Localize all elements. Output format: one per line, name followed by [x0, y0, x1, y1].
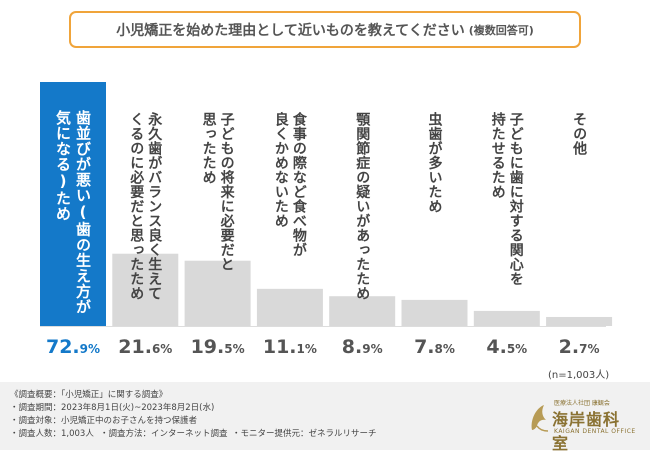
bar-label-1: 永久歯がバランス良く生えて くるのに必要だと思ったため [128, 112, 163, 301]
survey-method: ・調査方法：インターネット調査 [100, 429, 228, 439]
value-int-3: 11. [262, 336, 297, 358]
value-label-4: 8.9% [323, 336, 401, 358]
sample-size-note: (n=1,003人) [548, 370, 610, 381]
chart-baseline [40, 326, 606, 327]
survey-target: ・調査対象：小児矯正中のお子さんを持つ保護者 [10, 416, 198, 426]
bar-chart [40, 82, 613, 326]
value-label-0: 72.9% [34, 336, 112, 358]
bar-label-0: 歯並びが悪い(歯の生え方が 気になる)ため [54, 110, 92, 315]
bar-4 [329, 296, 396, 326]
bar-2 [184, 260, 251, 326]
bar-label-2: 子どもの将来に必要だと 思ったため [200, 112, 235, 272]
bar-label-7: その他 [571, 112, 588, 156]
value-int-4: 8. [341, 336, 363, 358]
value-label-3: 11.1% [251, 336, 329, 358]
value-dec-0: 9% [79, 342, 101, 356]
bar-1 [112, 253, 179, 326]
bar-7 [546, 316, 613, 326]
value-int-0: 72. [45, 336, 80, 358]
value-dec-1: 6% [151, 342, 173, 356]
clinic-name-en: KAIGAN DENTAL OFFICE [554, 428, 636, 435]
clinic-name: 海岸歯科室 [552, 410, 621, 453]
bar-6 [473, 310, 540, 326]
bar-label-6: 子どもに歯に対する関心を 持たせるため [489, 112, 524, 286]
value-label-5: 7.8% [396, 336, 474, 358]
value-dec-6: 5% [506, 342, 528, 356]
dolphin-icon [531, 405, 549, 432]
bar-3 [256, 288, 323, 326]
value-label-7: 2.7% [540, 336, 618, 358]
bar-label-3: 食事の際など食べ物が 良くかめないため [272, 112, 307, 257]
chart-title: 小児矯正を始めた理由として近いものを教えてください (複数回答可) [69, 11, 581, 48]
clinic-org: 医療法人社団 康観会 [554, 400, 610, 407]
bar-5 [401, 299, 468, 326]
chart-title-note: (複数回答可) [468, 23, 534, 37]
survey-provider: ・モニター提供元：ゼネラルリサーチ [232, 429, 377, 439]
clinic-logo: 医療法人社団 康観会 海岸歯科室 KAIGAN DENTAL OFFICE [506, 398, 636, 453]
survey-period: ・調査期間：2023年8月1日(火)~2023年8月2日(水) [10, 403, 215, 413]
bar-label-4: 顎関節症の疑いがあったため [354, 112, 371, 301]
survey-count: ・調査人数：1,003人 [10, 429, 94, 439]
value-label-6: 4.5% [468, 336, 546, 358]
value-label-2: 19.5% [179, 336, 257, 358]
bar-label-5: 虫歯が多いため [426, 112, 443, 214]
chart-title-main: 小児矯正を始めた理由として近いものを教えてください [116, 22, 465, 39]
value-int-1: 21. [118, 336, 152, 358]
value-dec-4: 9% [362, 342, 383, 356]
value-dec-2: 5% [224, 342, 245, 356]
value-int-6: 4. [486, 336, 507, 358]
survey-heading: 《調査概要：「小児矯正」に関する調査》 [10, 390, 168, 400]
bar-0 [40, 82, 106, 326]
value-int-2: 19. [190, 336, 225, 358]
value-dec-3: 1% [296, 342, 317, 356]
value-int-5: 7. [414, 336, 435, 358]
value-int-7: 2. [558, 336, 580, 358]
value-dec-7: 7% [579, 342, 600, 356]
value-label-1: 21.6% [106, 336, 184, 358]
value-dec-5: 8% [434, 342, 455, 356]
